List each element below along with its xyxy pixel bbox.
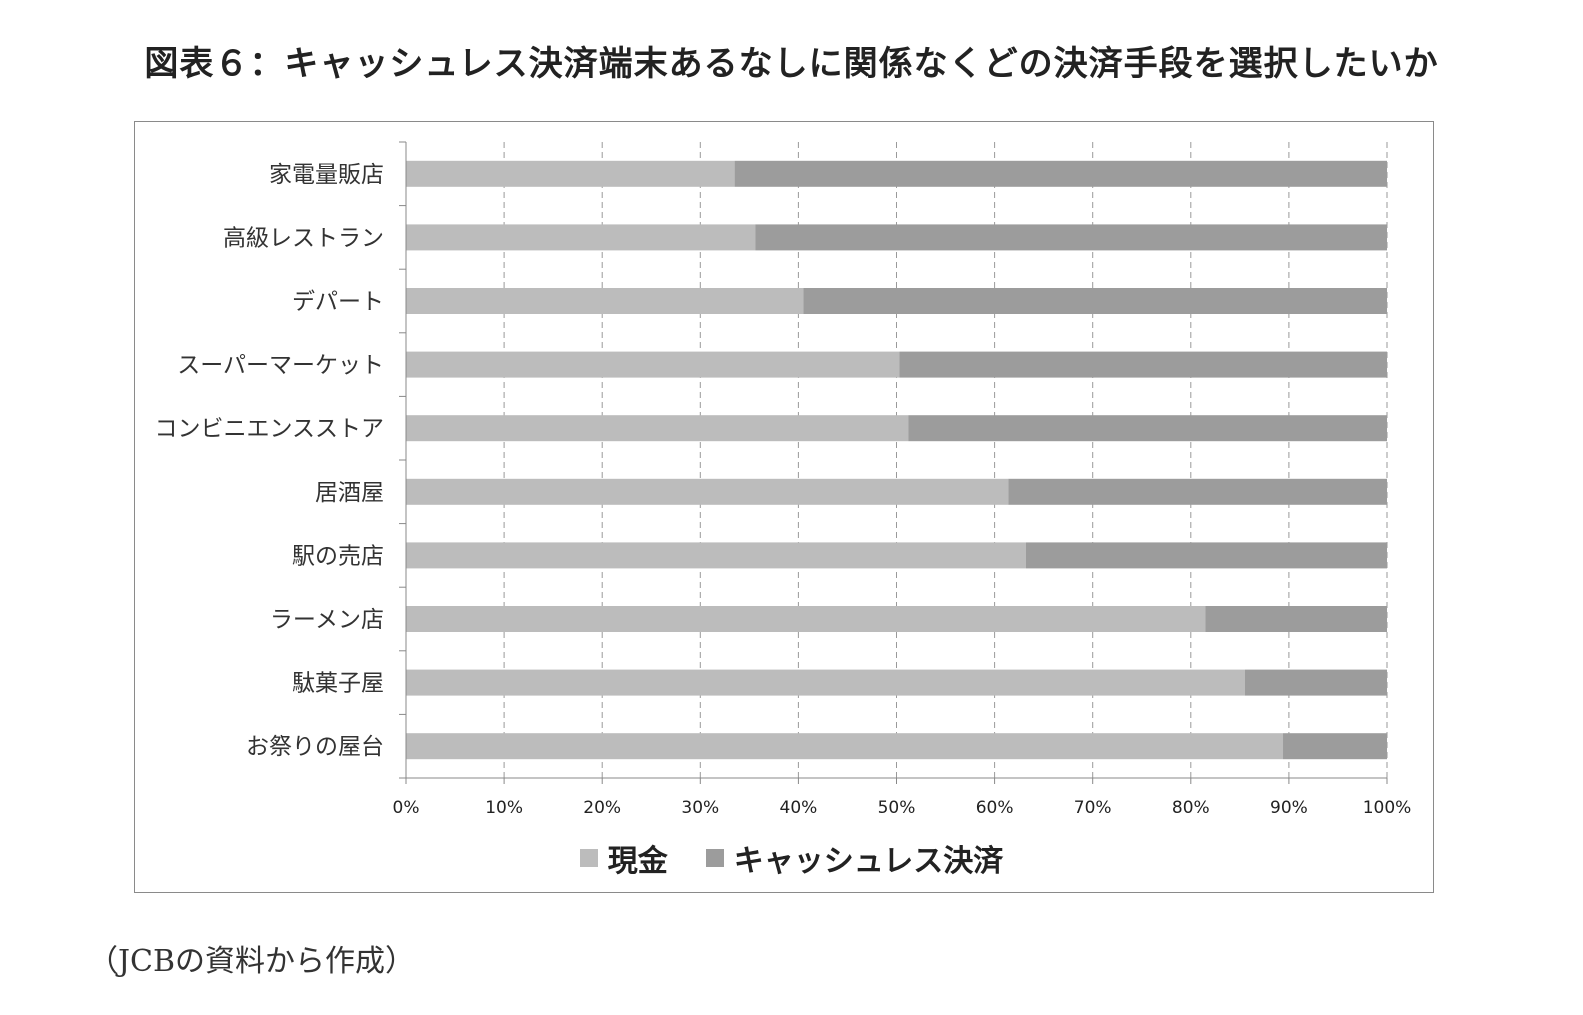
category-label: 高級レストラン [223, 225, 384, 251]
category-label: 駄菓子屋 [292, 671, 384, 697]
x-tick-label: 80% [1172, 798, 1210, 818]
legend: 現金 キャッシュレス決済 [0, 836, 1583, 880]
legend-label-cashless: キャッシュレス決済 [733, 844, 1004, 879]
x-tick-label: 10% [485, 798, 523, 818]
legend-swatch-cashless [705, 849, 724, 867]
category-label: デパート [292, 289, 384, 315]
bar-cash [406, 224, 756, 251]
bar-cash [406, 288, 804, 314]
bar-cashless [734, 160, 1387, 187]
bar-cash [406, 478, 1009, 505]
bar-cashless [1283, 733, 1387, 760]
bar-cash [406, 542, 1026, 569]
chart-frame [134, 121, 1434, 893]
category-label: 居酒屋 [315, 480, 384, 506]
legend-swatch-cash [579, 849, 598, 867]
bar-cashless [1244, 669, 1387, 696]
legend-item-cash: 現金 [579, 836, 668, 880]
category-label: コンビニエンスストア [154, 416, 384, 442]
bar-cashless [1008, 478, 1387, 505]
legend-label-cash: 現金 [607, 844, 668, 879]
bar-cashless [1205, 606, 1387, 632]
category-label: お祭りの屋台 [246, 734, 384, 760]
category-label: ラーメン店 [270, 607, 384, 633]
x-tick-label: 60% [976, 798, 1014, 818]
x-tick-label: 20% [583, 798, 621, 818]
x-tick-label: 100% [1363, 798, 1412, 818]
x-tick-label: 50% [878, 798, 916, 818]
bar-cash [406, 733, 1284, 760]
x-tick-label: 90% [1270, 798, 1308, 818]
x-tick-label: 30% [681, 798, 719, 818]
bar-cashless [908, 415, 1387, 442]
bar-cashless [899, 351, 1387, 378]
x-tick-label: 70% [1074, 798, 1112, 818]
bar-cash [406, 160, 735, 187]
source-note: （JCBの資料から作成） [88, 944, 416, 979]
legend-item-cashless: キャッシュレス決済 [705, 836, 1004, 880]
category-label: 家電量販店 [269, 162, 384, 188]
category-label: スーパーマーケット [177, 353, 384, 379]
x-tick-label: 40% [780, 798, 818, 818]
bar-cashless [755, 224, 1387, 251]
bar-cash [406, 669, 1245, 696]
bar-cash [406, 606, 1206, 632]
bar-cashless [803, 288, 1387, 314]
bar-cashless [1025, 542, 1387, 569]
bar-cash [406, 351, 900, 378]
category-label: 駅の売店 [292, 543, 384, 569]
bar-cash [406, 415, 909, 442]
chart-title: 図表６：キャッシュレス決済端末あるなしに関係なくどの決済手段を選択したいか [144, 44, 1439, 84]
x-tick-label: 0% [393, 798, 420, 818]
